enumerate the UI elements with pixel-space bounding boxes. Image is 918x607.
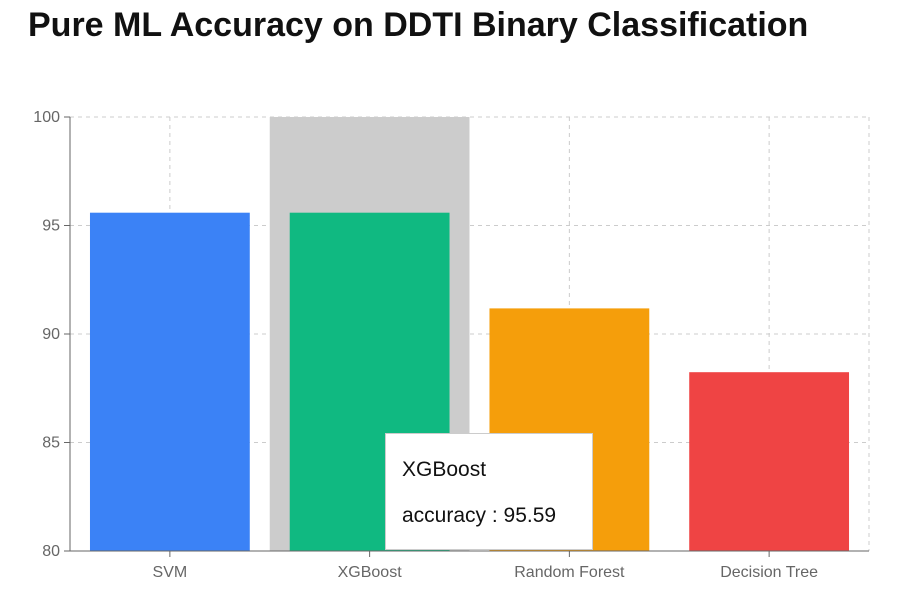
tooltip-value-row: accuracy : 95.59: [402, 504, 576, 528]
tooltip: XGBoost accuracy : 95.59: [385, 433, 593, 550]
x-tick-label: Decision Tree: [720, 564, 818, 581]
tooltip-category: XGBoost: [402, 458, 487, 481]
x-tick-label: SVM: [153, 564, 188, 581]
bar-svm: [89, 212, 250, 551]
tooltip-value: 95.59: [503, 504, 557, 527]
tooltip-separator: :: [486, 504, 504, 527]
bar-decision-tree: [689, 372, 850, 551]
y-tick-label: 90: [42, 326, 60, 343]
x-tick-label: XGBoost: [338, 564, 403, 581]
y-tick-label: 80: [42, 543, 60, 560]
tooltip-metric: accuracy: [402, 504, 487, 527]
chart-title: Pure ML Accuracy on DDTI Binary Classifi…: [28, 6, 809, 44]
x-tick-label: Random Forest: [514, 564, 625, 581]
y-tick-label: 100: [33, 109, 60, 126]
y-tick-label: 95: [42, 218, 60, 235]
y-tick-label: 85: [42, 435, 60, 452]
